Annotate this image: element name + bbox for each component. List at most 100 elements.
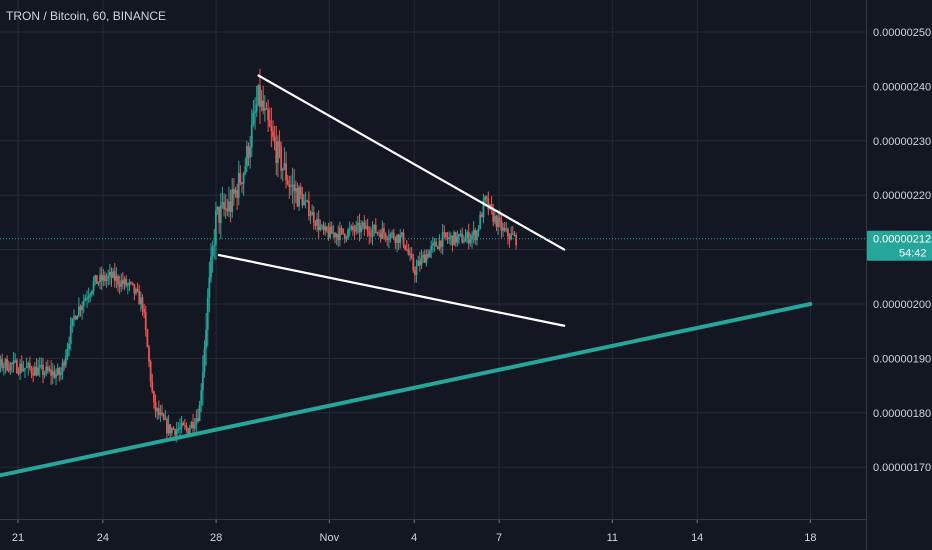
candle-body [141,297,144,310]
candle-body [87,296,90,299]
candle-body [334,232,336,238]
candle-body [502,227,504,231]
candle-body [369,235,372,237]
trendline-long-term-support[interactable] [0,302,813,484]
candle-body [128,282,131,285]
candle-body [404,245,407,250]
candle-body [495,215,498,228]
candle-body [208,277,211,298]
candle-body [216,206,219,211]
candle-body [358,222,361,233]
candle-body [131,282,134,285]
candle-body [221,202,224,205]
trendline-lower-support[interactable] [217,253,566,327]
candle-body [515,234,517,246]
candle-body [373,224,376,230]
candle-body [316,219,318,226]
candle-body [66,348,69,357]
candle-body [63,362,66,366]
candle-body [414,270,416,276]
candle-body [169,424,172,434]
candle-body [293,184,296,192]
candle-body [35,366,38,376]
candle-body [484,196,486,201]
candle-body [218,206,221,223]
candle-body [234,190,237,194]
x-tick-label: 21 [12,532,24,544]
trendline-upper-resistance[interactable] [257,74,566,251]
candle-body [81,305,84,311]
candle-body [340,227,343,229]
candle-body [428,250,431,258]
x-tick-label: 24 [97,532,109,544]
candle-body [281,168,284,171]
candle-body [363,222,366,229]
candle-body [245,146,248,167]
candle-body [347,229,349,238]
candle-body [511,233,514,235]
candle-body [144,312,147,330]
candle-body [149,361,152,382]
candle-body [180,422,183,428]
candle-body [265,108,268,110]
candle-body [237,173,240,199]
candle-body [343,233,346,239]
y-tick-label: 0.00000190 [873,353,931,365]
candle-body [205,329,208,350]
candle-body [105,278,108,281]
x-tick-label: Nov [320,532,340,544]
candle-body [462,241,465,243]
candle-body [322,225,325,231]
candle-body [190,421,193,429]
candle-body [397,234,400,243]
candle-body [383,228,385,234]
candle-body [219,204,222,223]
candle-body [371,229,374,237]
candle-body [102,275,105,281]
candle-body [79,306,82,311]
candle-body [464,237,467,242]
candle-body [40,364,43,366]
candle-body [210,256,212,278]
candle-body [321,225,323,227]
candle-body [6,359,8,371]
candle-body [45,366,48,374]
candle-body [104,275,106,281]
candle-body [53,371,56,378]
candle-body [198,404,201,422]
candle-body [247,146,250,158]
candle-body [332,232,335,234]
candle-body [480,214,483,218]
candle-body [433,241,436,244]
candle-body [174,429,177,436]
candle-body [507,228,509,237]
candle-body [58,368,61,376]
candle-body [91,290,93,295]
y-tick-label: 0.00000230 [873,136,931,148]
candle-body [303,200,305,206]
candle-body [361,222,364,226]
candle-body [236,190,239,199]
candle-body [453,232,455,246]
candle-body [97,282,100,284]
candle-body [51,371,54,376]
y-tick-label: 0.00000180 [873,408,931,420]
candle-body [425,254,428,263]
candle-body [76,315,79,320]
candle-body [108,272,111,276]
candle-body [368,231,371,236]
candle-body [133,284,136,294]
price-badge-countdown: 54:42 [899,248,927,260]
candle-body [255,104,258,112]
y-tick-label: 0.00000170 [873,462,931,474]
candle-body [410,253,413,259]
candle-body [466,232,469,238]
candle-body [201,371,204,391]
candle-body [474,230,477,240]
candle-body [86,298,88,300]
candle-body [228,201,230,212]
x-tick-label: 28 [210,532,222,544]
candle-body [56,368,59,374]
candle-body [384,233,387,239]
